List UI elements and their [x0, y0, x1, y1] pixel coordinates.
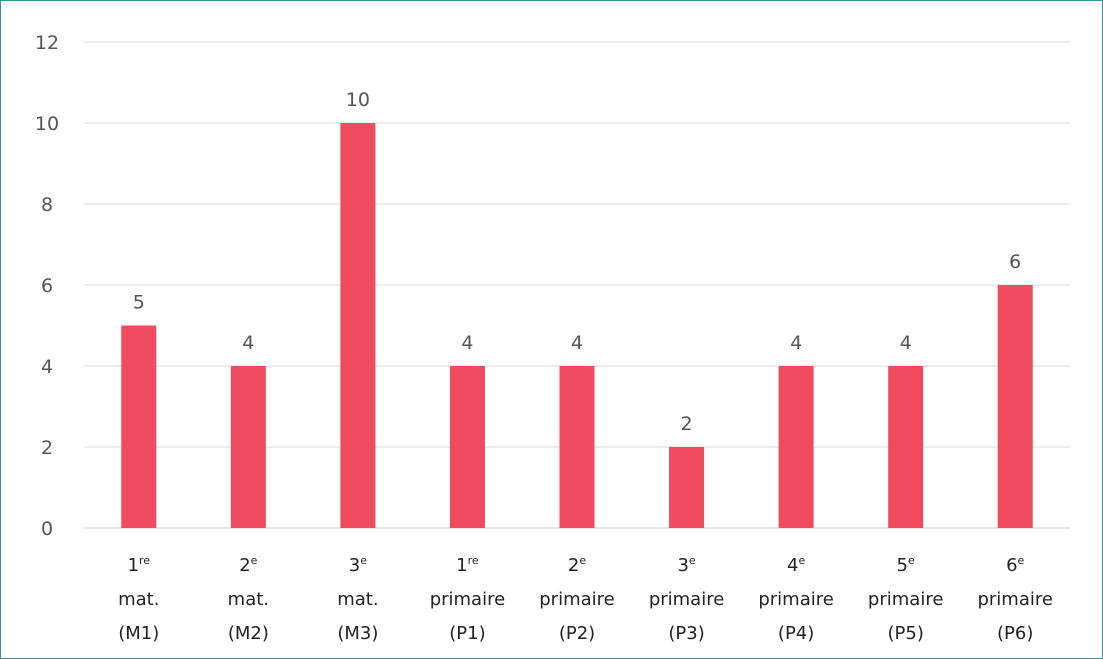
bar [669, 447, 705, 528]
x-tick-label: 4e primaire (P4) [758, 554, 833, 644]
x-tick-label-line3: (P5) [887, 623, 923, 644]
x-tick-superscript: e [251, 554, 258, 567]
x-tick-label-line1: 3e [677, 554, 695, 576]
x-tick-label-line2: mat. [337, 589, 378, 610]
bar [559, 366, 595, 528]
y-tick-label: 2 [41, 437, 53, 459]
x-tick-label: 2e primaire (P2) [539, 554, 614, 644]
x-tick-label-line2: mat. [228, 589, 269, 610]
x-tick-label-line3: (P2) [559, 623, 595, 644]
data-label: 6 [1009, 251, 1021, 273]
x-tick-label: 1re primaire (P1) [430, 554, 505, 644]
y-tick-label: 0 [41, 518, 53, 540]
x-tick-number: 4 [787, 555, 798, 576]
data-label: 5 [133, 292, 145, 314]
x-tick-number: 6 [1006, 555, 1017, 576]
y-tick-label: 12 [35, 32, 59, 54]
x-tick-superscript: e [360, 554, 367, 567]
y-tick-label: 10 [35, 113, 59, 135]
x-tick-label-line1: 1re [128, 554, 151, 576]
x-tick-label-line1: 4e [787, 554, 805, 576]
x-tick-number: 3 [677, 555, 688, 576]
x-tick-label-line2: primaire [758, 589, 833, 610]
x-tick-label-line1: 3e [349, 554, 367, 576]
bar [340, 123, 376, 528]
x-axis-labels: 1remat.(M1)2emat.(M2)3emat.(M3)1reprimai… [118, 554, 1053, 644]
x-tick-label-line3: (M2) [228, 623, 269, 644]
bar [778, 366, 814, 528]
x-tick-label-line3: (M1) [118, 623, 159, 644]
bars [121, 123, 1033, 528]
x-tick-superscript: re [468, 554, 479, 567]
data-label: 10 [346, 89, 370, 111]
x-tick-superscript: re [139, 554, 150, 567]
x-tick-label-line2: primaire [539, 589, 614, 610]
x-tick-label-line2: primaire [430, 589, 505, 610]
x-tick-number: 2 [568, 555, 579, 576]
x-tick-label-line2: primaire [649, 589, 724, 610]
x-tick-superscript: e [1018, 554, 1025, 567]
x-tick-label-line2: primaire [868, 589, 943, 610]
x-tick-label-line3: (P3) [668, 623, 704, 644]
x-tick-number: 3 [349, 555, 360, 576]
data-label: 4 [900, 332, 912, 354]
data-label: 4 [571, 332, 583, 354]
data-label: 4 [790, 332, 802, 354]
x-tick-label-line1: 2e [568, 554, 586, 576]
bar [230, 366, 266, 528]
x-tick-label-line1: 6e [1006, 554, 1024, 576]
y-tick-label: 8 [41, 194, 53, 216]
y-axis-ticks: 0 2 4 6 8 10 12 [35, 32, 59, 540]
x-tick-label-line3: (P6) [997, 623, 1033, 644]
x-tick-label: 3e primaire (P3) [649, 554, 724, 644]
data-label: 2 [681, 413, 693, 435]
x-tick-label-line2: mat. [118, 589, 159, 610]
data-labels: 5 4 10 4 4 2 4 4 6 [133, 89, 1022, 435]
data-label: 4 [242, 332, 254, 354]
x-tick-label-line1: 1re [456, 554, 479, 576]
x-tick-label-line1: 5e [897, 554, 915, 576]
y-tick-label: 6 [41, 275, 53, 297]
x-tick-label-line3: (M3) [337, 623, 378, 644]
x-tick-superscript: e [908, 554, 915, 567]
x-tick-number: 2 [239, 555, 250, 576]
x-tick-superscript: e [689, 554, 696, 567]
x-tick-superscript: e [798, 554, 805, 567]
y-tick-label: 4 [41, 356, 53, 378]
bar [997, 285, 1033, 528]
x-tick-label: 1re mat. (M1) [118, 554, 159, 644]
x-tick-label: 3e mat. (M3) [337, 554, 378, 644]
x-tick-label-line3: (P1) [449, 623, 485, 644]
bar [449, 366, 485, 528]
x-tick-number: 1 [456, 555, 467, 576]
x-tick-label-line2: primaire [977, 589, 1052, 610]
x-tick-number: 5 [897, 555, 908, 576]
data-label: 4 [461, 332, 473, 354]
bar [888, 366, 924, 528]
x-tick-superscript: e [579, 554, 586, 567]
x-tick-label: 2e mat. (M2) [228, 554, 269, 644]
x-tick-label: 5e primaire (P5) [868, 554, 943, 644]
x-tick-number: 1 [128, 555, 139, 576]
x-tick-label-line3: (P4) [778, 623, 814, 644]
x-tick-label: 6e primaire (P6) [977, 554, 1052, 644]
x-tick-label-line1: 2e [239, 554, 257, 576]
bar [121, 325, 157, 528]
